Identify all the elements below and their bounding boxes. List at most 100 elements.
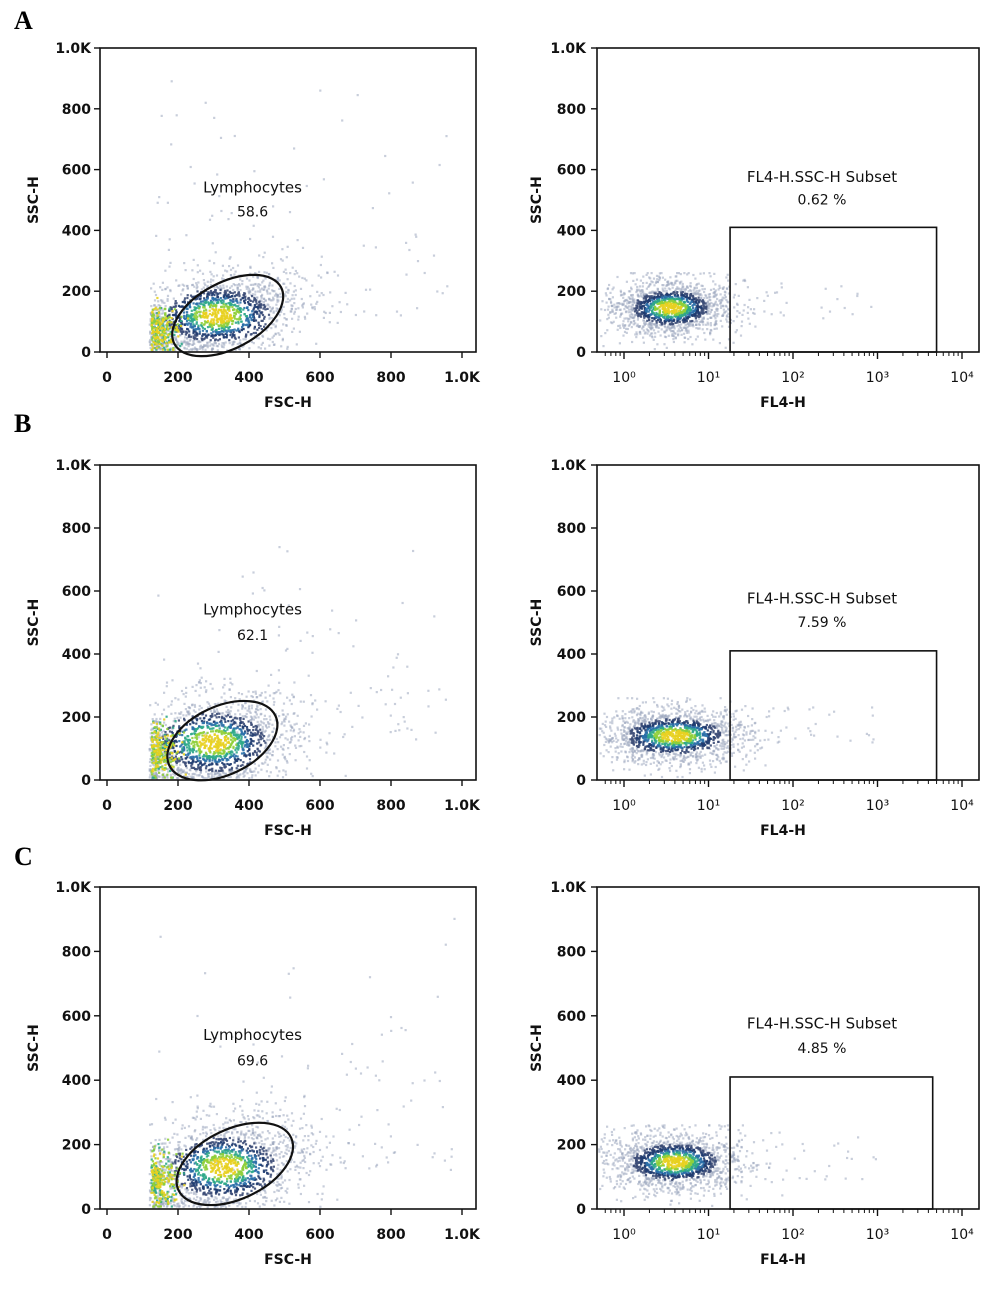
scatter-point-a xyxy=(319,263,322,267)
scatter-point-a xyxy=(163,318,166,322)
fl4-point-a xyxy=(693,309,696,312)
scatter-point-b xyxy=(155,717,158,721)
fl4-point-a xyxy=(724,295,727,299)
scatter-point-a xyxy=(182,330,185,333)
fl4-point-a xyxy=(704,323,708,326)
scatter-point-a xyxy=(153,317,156,320)
fl4-point-a xyxy=(753,308,756,311)
scatter-point-b xyxy=(283,717,286,720)
scatter-point-a xyxy=(247,330,250,334)
scatter-point-b xyxy=(280,723,283,726)
fl4-plot-a xyxy=(591,47,980,359)
scatter-point-a xyxy=(264,277,267,280)
scatter-point-a xyxy=(320,255,323,258)
fl4-point-a xyxy=(668,327,672,330)
scatter-point-b xyxy=(250,721,253,724)
scatter-point-a xyxy=(238,316,241,319)
scatter-point-b xyxy=(309,694,313,697)
scatter-point-a xyxy=(213,286,216,289)
fl4-point-a xyxy=(656,326,659,329)
scatter-point-a xyxy=(262,288,265,291)
fl4-point-a xyxy=(609,300,613,303)
scatter-point-b xyxy=(158,733,161,736)
scatter-point-a xyxy=(300,297,303,301)
scatter-point-b xyxy=(282,769,285,772)
scatter-point-a xyxy=(229,330,232,333)
scatter-point-b xyxy=(212,727,215,730)
fl4-point-a xyxy=(698,320,701,324)
fl4-point-a xyxy=(712,304,715,307)
scatter-point-a xyxy=(251,310,254,313)
scatter-point-b xyxy=(177,772,180,775)
scatter-point-a xyxy=(255,302,258,305)
scatter-point-a xyxy=(223,309,226,313)
scatter-point-b xyxy=(248,745,251,748)
scatter-point-b xyxy=(226,712,229,715)
scatter-point-a xyxy=(212,319,215,322)
scatter-point-b xyxy=(272,703,275,706)
scatter-point-b xyxy=(202,758,205,761)
scatter-point-a xyxy=(196,315,199,318)
fl4-point-a xyxy=(746,311,749,314)
scatter-point-b xyxy=(261,730,264,733)
scatter-point-a xyxy=(224,269,227,272)
scatter-point-a xyxy=(261,341,264,344)
scatter-point-b xyxy=(396,653,400,656)
scatter-point-a xyxy=(273,343,276,346)
scatter-point-b xyxy=(186,740,190,743)
scatter-point-b xyxy=(196,717,199,720)
scatter-point-a xyxy=(253,299,256,302)
fl4-point-a xyxy=(645,273,648,276)
scatter-point-a xyxy=(206,319,209,322)
scatter-point-a xyxy=(229,268,233,271)
scatter-point-a xyxy=(298,330,301,333)
fl4-y-tick-a: 400 xyxy=(557,223,586,239)
scatter-point-b xyxy=(165,685,168,688)
scatter-point-a xyxy=(228,339,231,342)
fl4-point-a xyxy=(679,282,682,285)
scatter-point-a xyxy=(293,302,296,305)
scatter-point-b xyxy=(236,774,239,778)
scatter-point-b xyxy=(260,762,264,765)
scatter-point-a xyxy=(259,288,262,291)
scatter-point-b xyxy=(223,677,226,680)
fl4-point-a xyxy=(656,296,659,299)
scatter-point-a xyxy=(158,320,161,323)
fl4-point-a xyxy=(667,316,670,319)
scatter-point-a xyxy=(196,264,199,267)
fl4-point-a xyxy=(642,294,645,297)
fl4-point-a xyxy=(654,292,657,295)
scatter-point-a xyxy=(211,327,214,330)
scatter-point-a xyxy=(254,272,257,275)
fl4-point-a xyxy=(698,327,701,330)
fl4-point-a xyxy=(661,296,664,299)
scatter-point-a xyxy=(178,316,181,319)
scatter-point-a xyxy=(230,212,233,215)
scatter-point-a xyxy=(261,313,265,317)
scatter-point-b xyxy=(194,773,197,776)
scatter-point-b xyxy=(219,755,222,758)
scatter-point-a xyxy=(232,292,235,295)
scatter-point-a xyxy=(294,289,297,292)
scatter-point-b xyxy=(268,715,271,718)
scatter-point-a xyxy=(204,283,207,287)
scatter-point-a xyxy=(173,314,176,317)
scatter-point-a xyxy=(292,290,295,293)
scatter-point-b xyxy=(149,732,152,735)
fl4-point-a xyxy=(726,287,729,291)
scatter-point-b xyxy=(225,700,228,703)
scatter-point-a xyxy=(176,323,179,326)
scatter-point-b xyxy=(255,713,258,716)
fl4-point-a xyxy=(673,289,677,292)
scatter-point-a xyxy=(218,338,221,341)
scatter-point-a xyxy=(152,349,155,352)
scatter-point-a xyxy=(243,301,247,305)
scatter-point-a xyxy=(252,224,255,227)
scatter-point-b xyxy=(186,756,189,759)
scatter-point-b xyxy=(213,703,216,706)
scatter-point-b xyxy=(244,770,247,773)
scatter-point-a xyxy=(223,327,226,330)
scatter-point-b xyxy=(225,710,228,713)
fl4-point-a xyxy=(688,311,691,314)
scatter-point-a xyxy=(222,335,225,338)
